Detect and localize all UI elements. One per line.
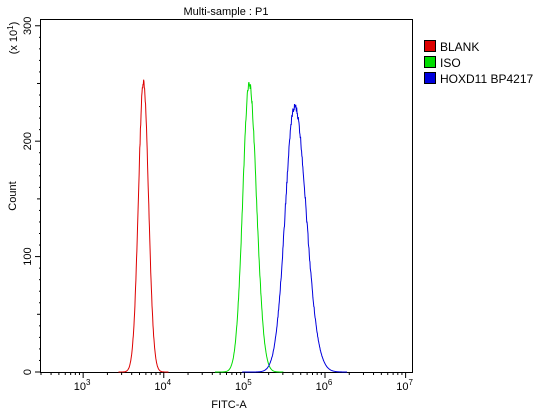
- y-tick-label: 200: [22, 132, 34, 150]
- x-tick-label: 106: [316, 378, 333, 393]
- y-axis-label: Count: [7, 181, 19, 210]
- x-axis-ticks: 103 104 105 106 107: [40, 372, 414, 393]
- legend-label: HOXD11 BP4217: [440, 72, 533, 86]
- y-tick-label: 0: [22, 369, 34, 375]
- y-axis-multiplier: (x 101): [6, 22, 20, 55]
- chart-title: Multi-sample : P1: [184, 6, 269, 18]
- legend: BLANK ISO HOXD11 BP4217: [424, 40, 533, 86]
- plot-frame: [40, 19, 413, 373]
- x-tick-label: 103: [74, 378, 91, 393]
- y-tick-label: 300: [22, 17, 34, 35]
- x-tick-label: 107: [396, 378, 413, 393]
- series-line-iso: [215, 82, 284, 373]
- x-tick-label: 105: [235, 378, 252, 393]
- series-line-hoxd11-bp4217: [242, 104, 348, 373]
- legend-label: ISO: [440, 56, 461, 70]
- legend-swatch: [424, 40, 436, 52]
- y-multiplier-prefix: (x 10: [8, 30, 20, 54]
- series-line-blank: [118, 79, 169, 373]
- x-tick-label: 104: [154, 378, 171, 393]
- x-axis-label: FITC-A: [211, 399, 247, 411]
- series-layer: [118, 79, 348, 373]
- legend-label: BLANK: [440, 40, 479, 54]
- y-axis-ticks: 0 100 200 300: [22, 17, 41, 375]
- y-tick-label: 100: [22, 247, 34, 265]
- y-multiplier-suffix: ): [8, 22, 20, 26]
- legend-swatch: [424, 72, 436, 84]
- y-multiplier-exponent: 1: [6, 25, 15, 30]
- legend-swatch: [424, 56, 436, 68]
- svg-text:(x 101): (x 101): [6, 22, 20, 55]
